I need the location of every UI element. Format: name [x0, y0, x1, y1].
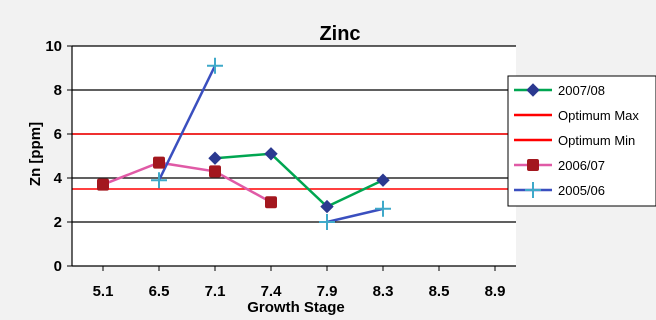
y-tick-label: 6: [54, 126, 62, 143]
data-point-2007-08: [264, 147, 278, 161]
legend-label-2007-08: 2007/08: [558, 83, 605, 98]
data-point-2007-08: [208, 151, 222, 165]
x-tick-label: 6.5: [149, 283, 170, 300]
series-line-2007-08: [214, 152, 384, 209]
data-point-2005-06: [207, 57, 223, 74]
plot-area: [72, 46, 516, 266]
x-tick-label: 8.9: [485, 283, 506, 300]
data-point-2005-06: [319, 214, 335, 230]
series-line-2005-06: [326, 207, 384, 224]
legend-label-2006-07: 2006/07: [558, 158, 605, 173]
legend-marker-2006-07: [527, 159, 539, 171]
x-tick-label: 8.3: [373, 283, 394, 300]
x-tick-label: 8.5: [429, 283, 450, 300]
data-point-2007-08: [320, 199, 334, 214]
data-point-2005-06: [375, 200, 391, 217]
data-point-2007-08: [376, 173, 390, 187]
legend-label-optimum-max: Optimum Max: [558, 108, 639, 123]
y-tick-label: 10: [45, 38, 62, 55]
x-axis-label: Growth Stage: [247, 299, 345, 316]
chart-legend: 2007/08 Optimum Max Optimum Min 2006/07 2005…: [507, 75, 656, 207]
y-tick-label: 2: [54, 214, 62, 231]
data-point-2006-07: [153, 156, 165, 169]
legend-marker-2007-08: [526, 83, 540, 97]
y-axis-label: Zn [ppm]: [27, 122, 44, 186]
legend-label-optimum-min: Optimum Min: [558, 133, 635, 148]
data-point-2006-07: [209, 165, 221, 178]
x-tick-label: 5.1: [93, 283, 114, 300]
chart-title: Zinc: [319, 23, 360, 45]
legend-label-2005-06: 2005/06: [558, 183, 605, 198]
data-point-2006-07: [97, 178, 109, 191]
y-tick-label: 4: [54, 170, 63, 187]
y-tick-label: 8: [54, 82, 62, 99]
series-line-2005-06: [157, 65, 217, 181]
legend-marker-2005-06: [525, 182, 541, 198]
data-point-2006-07: [265, 196, 277, 209]
x-tick-label: 7.9: [317, 283, 338, 300]
x-tick-label: 7.4: [261, 283, 283, 300]
y-tick-label: 0: [54, 258, 62, 275]
data-point-2005-06: [151, 172, 167, 189]
x-tick-label: 7.1: [205, 283, 226, 300]
series-line-2006-07: [102, 161, 272, 204]
